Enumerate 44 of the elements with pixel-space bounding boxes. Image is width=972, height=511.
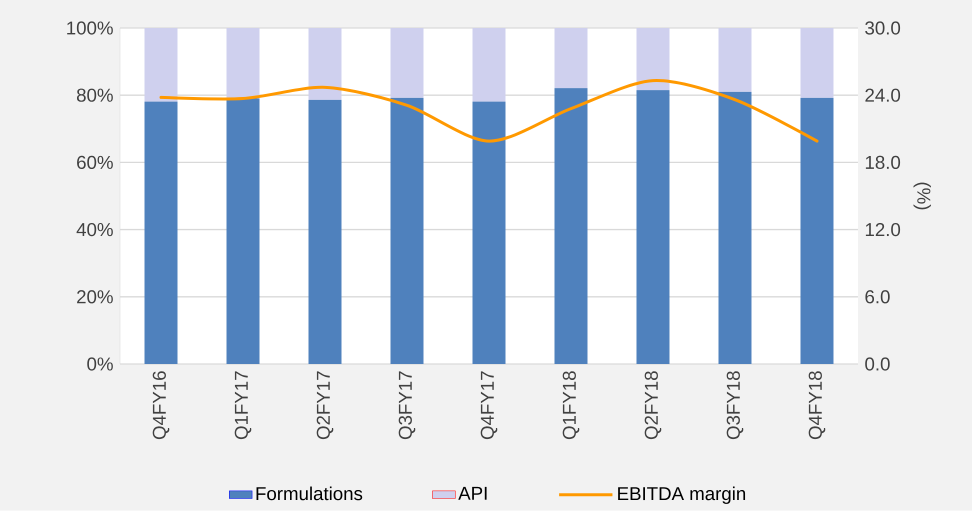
x-tick-label: Q2FY17 — [316, 372, 334, 440]
legend-label: Formulations — [256, 486, 362, 500]
bar — [554, 28, 588, 88]
y2-tick-label: 24.0 — [865, 88, 900, 102]
y2-tick-label: 30.0 — [865, 22, 900, 35]
x-tick-label: Q2FY18 — [644, 371, 662, 440]
bar — [226, 98, 260, 364]
bar — [390, 98, 424, 364]
y2-tick-label: 6.0 — [865, 290, 890, 304]
x-tick-label: Q4FY16 — [152, 371, 170, 440]
bar — [308, 100, 342, 364]
x-tick-label: Q4FY17 — [480, 372, 498, 440]
bar — [636, 90, 670, 364]
bar — [144, 102, 178, 364]
x-tick-label: Q3FY18 — [726, 371, 744, 440]
x-tick-label: Q3FY17 — [398, 372, 416, 440]
bar — [144, 28, 178, 102]
bar — [800, 98, 834, 364]
bar — [718, 92, 752, 364]
y2-tick-label: 12.0 — [866, 223, 900, 236]
y2-tick-label: 18.0 — [866, 156, 900, 170]
y-tick-label: 100% — [67, 22, 113, 35]
bar — [472, 102, 506, 364]
line-series — [160, 79, 818, 143]
bar — [472, 28, 506, 102]
x-tick-label: Q1FY18 — [562, 371, 580, 440]
bar — [800, 28, 834, 98]
bar — [554, 88, 588, 364]
y2-tick-label: 0.0 — [865, 358, 890, 371]
bar — [226, 28, 260, 99]
bar — [718, 28, 752, 92]
y2-axis-title: (%) — [914, 182, 931, 210]
legend-label: API — [458, 487, 487, 500]
y-tick-label: 40% — [76, 223, 113, 236]
x-tick-label: Q4FY18 — [808, 371, 826, 440]
bar — [636, 28, 670, 90]
y-tick-label: 20% — [77, 290, 113, 304]
bar — [308, 28, 342, 100]
bar — [390, 28, 424, 98]
y-tick-label: 60% — [77, 156, 113, 170]
y-tick-label: 80% — [76, 88, 113, 102]
legend-label: EBITDA margin — [618, 486, 746, 504]
x-tick-label: Q1FY17 — [234, 372, 252, 440]
y-tick-label: 0% — [87, 358, 113, 371]
